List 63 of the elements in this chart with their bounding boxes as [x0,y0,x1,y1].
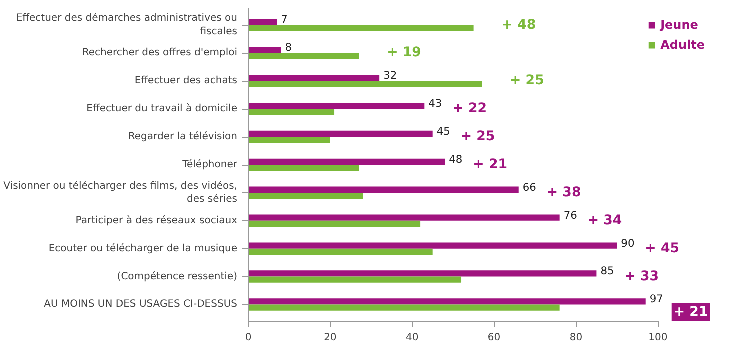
y-tick-label: Téléphoner [182,160,238,170]
y-tick-label: Regarder la télévision [128,132,238,143]
y-tick-label: Effectuer du travail à domicile [86,104,238,115]
annotation: + 45 [645,241,680,256]
x-tick-label: 60 [488,332,501,343]
data-label: 90 [621,236,635,250]
bar [248,192,364,200]
data-label: 66 [522,180,537,194]
bar [248,220,421,228]
bar [248,25,474,32]
data-label: 43 [428,97,442,110]
x-tick-label: 80 [570,332,583,343]
annotation: + 25 [510,74,544,89]
bar [248,242,618,249]
y-tick-label: Participer à des réseaux sociaux [76,215,238,226]
bar [248,214,560,221]
bar [248,165,360,172]
bar [248,158,446,165]
data-label: 32 [384,69,398,82]
annotation: + 38 [546,185,582,200]
y-tick-label: (Compétence ressentie) [117,271,238,282]
bar [248,248,433,255]
bar [248,137,330,144]
x-tick-label: 100 [648,332,668,343]
y-tick-label: Effectuer des achats [134,76,238,87]
y-tick-label: Rechercher des offres d'emploi [82,48,238,59]
text: + 21 [674,305,708,320]
bar [248,47,282,54]
annotation: + 19 [387,46,422,61]
bar [248,304,560,311]
annotation: + 48 [502,18,536,33]
annotation: + 21 [473,158,508,172]
y-tick-label: AU MOINS UN DES USAGES CI-DESSUS [44,299,238,310]
x-tick-label: 20 [324,332,337,343]
annotation: + 25 [460,130,496,145]
data-label: 85 [600,264,614,278]
data-label: 8 [285,41,292,54]
bar [248,298,646,305]
annotation: + 34 [588,213,622,228]
data-label: 7 [281,13,288,26]
data-label: 45 [436,124,450,138]
data-label: 48 [449,152,463,166]
y-tick-label: Effectuer des démarches administratives ou fiscales [16,13,238,38]
bar [248,186,519,193]
bar [248,53,360,60]
x-tick-label: 40 [406,332,419,343]
bar [248,276,462,283]
y-tick-label: Visionner ou télécharger des films, des vidéos, des séries [4,180,238,206]
annotation: + 33 [624,269,660,284]
bar [248,270,597,277]
data-label: 97 [650,292,664,306]
legend-label: Jeune [660,18,698,32]
legend-label: Adulte [660,38,705,52]
data-label: 76 [564,208,578,222]
bar [248,81,482,88]
bar [248,102,425,110]
bar [248,19,278,26]
x-tick-label: 0 [245,332,252,343]
y-tick-label: Ecouter ou télécharger de la musique [48,243,238,254]
bar [248,130,433,138]
annotation: + 22 [452,102,488,117]
bar [248,109,335,116]
bar [248,75,380,82]
